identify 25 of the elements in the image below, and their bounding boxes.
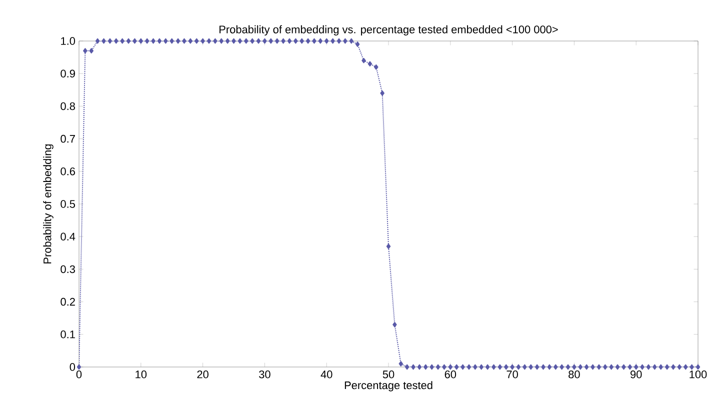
x-axis-title: Percentage tested xyxy=(344,381,432,392)
y-tick-label: 0.4 xyxy=(60,232,76,240)
x-tick-label: 60 xyxy=(444,370,456,378)
y-tick-label: 0.7 xyxy=(60,134,75,143)
x-tick-label: 70 xyxy=(506,370,518,378)
x-tick-label: 10 xyxy=(136,370,147,378)
y-tick-label: 0.8 xyxy=(60,102,75,110)
chart-title: Probability of embedding vs. percentage tested embedded <100 000> xyxy=(220,25,558,36)
x-tick-label: 50 xyxy=(382,370,394,378)
y-tick-label: 0.9 xyxy=(60,70,75,78)
y-tick-label: 0.1 xyxy=(60,330,75,338)
x-tick-label: 80 xyxy=(568,370,580,378)
y-axis-title: Probability of embedding xyxy=(43,144,54,264)
x-tick-label: 20 xyxy=(197,370,208,378)
x-tick-label: 30 xyxy=(259,370,270,378)
y-tick-label: 0 xyxy=(70,363,76,371)
x-tick-label: 90 xyxy=(630,370,642,378)
x-tick-label: 40 xyxy=(320,370,332,378)
y-tick-label: 0.6 xyxy=(60,168,75,176)
x-tick-label: 0 xyxy=(76,370,82,378)
y-tick-label: 0.5 xyxy=(60,200,76,208)
y-tick-label: 0.3 xyxy=(60,265,75,274)
y-tick-label: 1.0 xyxy=(61,37,76,45)
x-tick-label: 100 xyxy=(690,370,707,378)
y-tick-label: 0.2 xyxy=(60,298,75,306)
